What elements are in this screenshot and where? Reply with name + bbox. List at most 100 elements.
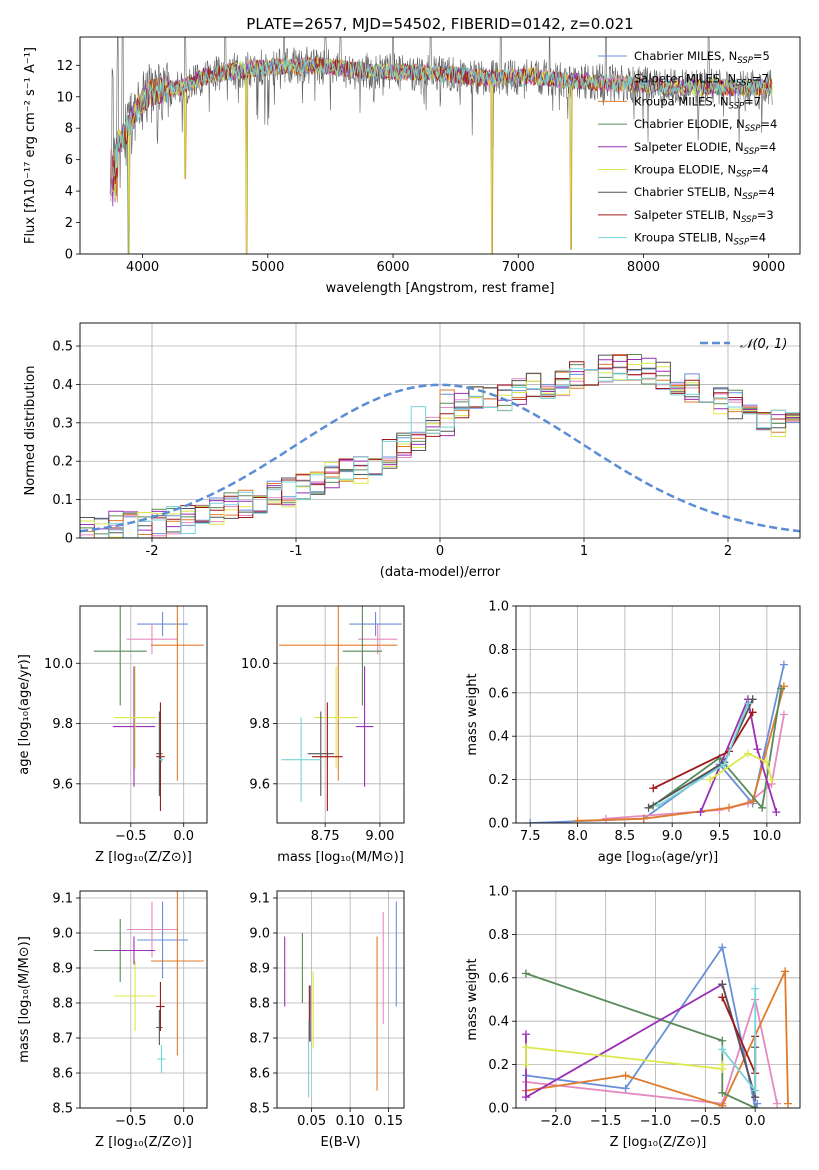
x-tick-label: 4000 <box>126 260 159 275</box>
x-tick-label: 1 <box>580 544 588 559</box>
x-axis-label: mass [log₁₀(M/M⊙)] <box>277 850 404 865</box>
x-tick-label: 0.15 <box>374 1114 403 1129</box>
x-tick-label: 0.10 <box>336 1114 365 1129</box>
legend-entry: Salpeter STELIB, NSSP=3 <box>634 208 774 225</box>
histogram-series-6 <box>80 354 800 538</box>
mass_vs_Z-axes: −0.5 0.0 8.5 8.6 8.7 8.8 8.9 9.0 9.1 Z [log₁₀(Z/Z… <box>17 890 208 1150</box>
weight-marker <box>718 943 727 952</box>
weight-marker <box>718 1088 727 1097</box>
histogram-frame <box>79 322 801 539</box>
y-tick-label: 0.0 <box>488 1102 509 1117</box>
weight-line-6 <box>648 698 754 809</box>
y-tick-label: 0.2 <box>52 455 73 470</box>
x-axis-label: Z [log₁₀(Z/Z⊙)] <box>95 1135 192 1150</box>
y-tick-label: 1.0 <box>488 885 509 900</box>
y-tick-label: 9.0 <box>52 927 73 942</box>
weight-marker <box>751 1086 760 1095</box>
y-tick-label: 9.0 <box>249 927 270 942</box>
weight-marker <box>696 808 705 817</box>
legend-entry: 𝒩(0, 1) <box>740 337 787 352</box>
weight-marker <box>601 814 610 823</box>
weight-line-6 <box>721 984 757 1098</box>
spectrum-frame <box>79 36 801 255</box>
weight-marker <box>784 1099 793 1108</box>
x-axis-label: age [log₁₀(age/yr)] <box>598 850 719 865</box>
weight-marker <box>751 984 760 993</box>
x-tick-label: −1.0 <box>640 1114 672 1129</box>
y-tick-label: 10 <box>56 90 73 105</box>
weight-marker <box>743 749 752 758</box>
weight-marker <box>748 797 757 806</box>
weight-marker <box>725 803 733 812</box>
y-tick-label: 0.5 <box>52 340 73 355</box>
x-axis-label: Z [log₁₀(Z/Z⊙)] <box>95 850 192 865</box>
y-tick-label: 8.8 <box>52 997 73 1012</box>
age_vs_Z-frame <box>79 605 208 824</box>
histogram-plot <box>80 354 800 538</box>
x-tick-label: 7000 <box>502 260 535 275</box>
x-tick-label: -1 <box>290 544 303 559</box>
y-axis-label: mass weight <box>465 673 480 755</box>
x-tick-label: -2 <box>146 544 159 559</box>
weight-marker <box>718 1045 727 1054</box>
x-tick-label: 8000 <box>627 260 660 275</box>
weight-marker <box>758 803 767 812</box>
y-axis-label: mass [log₁₀(M/M⊙)] <box>17 936 32 1063</box>
age_vs_mass-frame <box>276 605 405 824</box>
weight_vs_Z-plot <box>521 943 793 1108</box>
y-axis-label: mass weight <box>465 958 480 1040</box>
mass_vs_ebv-plot <box>284 901 397 1098</box>
weight-marker <box>573 816 582 823</box>
weight-marker <box>718 1036 727 1045</box>
weight-marker <box>718 980 727 989</box>
y-tick-label: 8.6 <box>249 1067 270 1082</box>
weight-line-1 <box>525 995 778 1105</box>
figure-title: PLATE=2657, MJD=54502, FIBERID=0142, z=0… <box>246 15 633 33</box>
y-tick-label: 0.3 <box>52 416 73 431</box>
x-tick-label: −0.5 <box>115 1114 147 1129</box>
weight-marker <box>762 758 771 767</box>
y-tick-label: 9.8 <box>52 717 73 732</box>
spectrum-axes: 4000 5000 6000 7000 8000 9000 0 2 4 6 8 10 12 wavelen… <box>23 36 801 296</box>
x-tick-label: 7.5 <box>520 829 541 844</box>
weight-marker <box>718 1101 727 1108</box>
weight_vs_age-frame <box>515 605 801 824</box>
x-tick-label: 9.5 <box>709 829 730 844</box>
legend-entry: Kroupa STELIB, NSSP=4 <box>634 231 766 248</box>
weight-marker <box>779 710 788 719</box>
legend-entry: Salpeter MILES, NSSP=7 <box>634 72 769 89</box>
y-tick-label: 8.9 <box>249 962 270 977</box>
y-axis-label: Normed distribution <box>23 366 38 496</box>
weight-marker <box>772 808 781 817</box>
y-axis-label: Flux [fλ10⁻¹⁷ erg cm⁻² s⁻¹ A⁻¹] <box>23 47 38 244</box>
x-tick-label: 5000 <box>251 260 284 275</box>
weight-marker <box>644 803 653 812</box>
x-tick-label: 0.0 <box>173 1114 194 1129</box>
x-tick-label: 8.5 <box>615 829 636 844</box>
x-tick-label: 0.0 <box>173 829 194 844</box>
y-tick-label: 9.6 <box>249 777 270 792</box>
weight-marker <box>779 660 788 669</box>
weight-marker <box>521 1093 530 1102</box>
weight-marker <box>767 775 776 784</box>
y-tick-label: 12 <box>56 59 73 74</box>
histogram-series-1 <box>80 367 800 538</box>
y-tick-label: 8.7 <box>52 1032 73 1047</box>
weight-marker <box>748 708 757 717</box>
weight-marker <box>649 784 658 793</box>
weight-marker <box>781 967 790 976</box>
y-tick-label: 0.6 <box>488 971 509 986</box>
weight-line-0 <box>530 664 785 823</box>
y-tick-label: 8 <box>65 122 73 137</box>
x-axis-label: (data-model)/error <box>380 565 501 580</box>
y-tick-label: 0.4 <box>52 378 73 393</box>
x-axis-label: wavelength [Angstrom, rest frame] <box>326 281 555 296</box>
weight-marker <box>639 814 648 823</box>
age_vs_Z-axes: −0.5 0.0 9.6 9.8 10.0 Z [log₁₀(Z/Z⊙)] age [log… <box>17 605 208 865</box>
weight-marker <box>751 1104 760 1108</box>
weight-marker <box>521 1030 530 1039</box>
x-axis-label: Z [log₁₀(Z/Z⊙)] <box>610 1135 707 1150</box>
y-tick-label: 0.4 <box>488 730 509 745</box>
mass_vs_Z-plot <box>93 891 204 1073</box>
mass_vs_ebv-axes: 0.05 0.10 0.15 8.5 8.6 8.7 8.8 8.9 9.0 9.1 E(B-V) <box>249 890 405 1150</box>
